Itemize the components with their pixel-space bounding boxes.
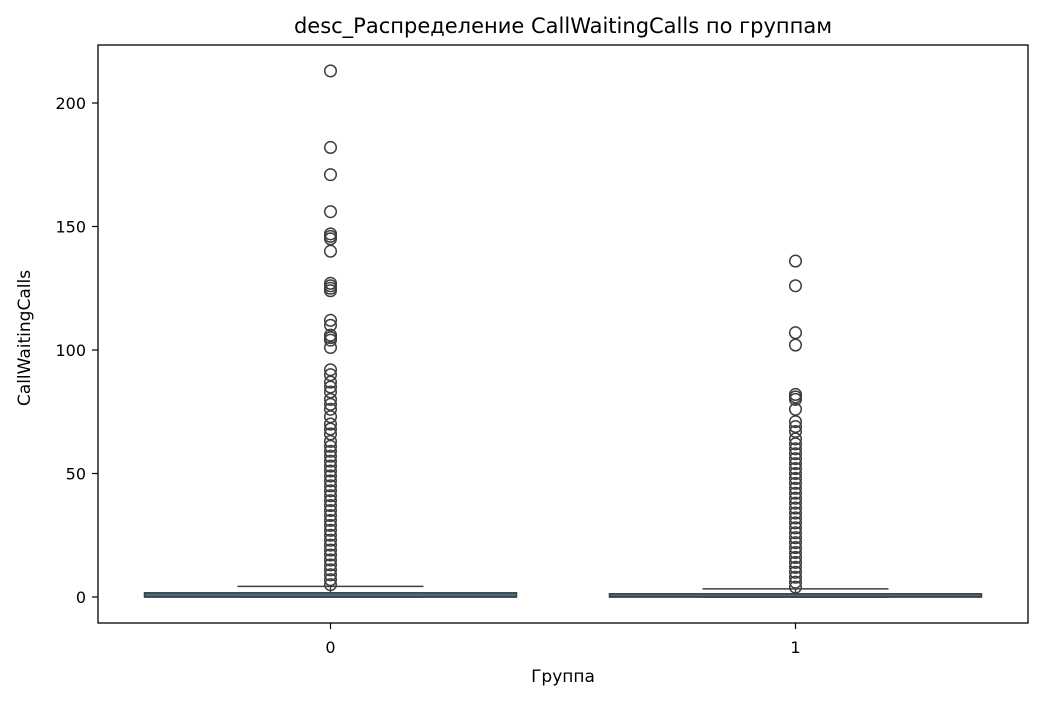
outlier-point: [788, 516, 803, 530]
outlier-point: [323, 459, 338, 473]
outlier-point: [788, 496, 803, 510]
outlier-point: [788, 462, 803, 476]
outlier-point: [323, 375, 338, 389]
outlier-point: [788, 541, 803, 555]
outlier-point: [788, 511, 803, 525]
outlier-point: [323, 64, 338, 78]
outlier-point: [788, 338, 803, 352]
outlier-point: [323, 168, 338, 182]
outlier-point: [788, 392, 803, 406]
outlier-point: [788, 536, 803, 550]
outlier-point: [323, 518, 338, 532]
outlier-point: [788, 570, 803, 584]
outlier-point: [323, 434, 338, 448]
outlier-point: [323, 205, 338, 219]
box-group-1: [608, 254, 983, 598]
outlier-point: [323, 140, 338, 155]
x-tick-label: 0: [325, 638, 335, 657]
outlier-point: [323, 548, 338, 562]
outlier-point: [323, 402, 338, 416]
outlier-point: [323, 449, 338, 463]
outlier-point: [323, 528, 338, 542]
outlier-point: [323, 417, 338, 431]
outlier-point: [323, 484, 338, 498]
outlier-point: [788, 580, 803, 594]
outlier-point: [788, 506, 803, 520]
outlier-point: [788, 545, 803, 560]
outlier-point: [323, 284, 338, 298]
x-axis-label: Группа: [531, 667, 595, 687]
outlier-point: [323, 454, 338, 468]
y-axis-label: CallWaitingCalls: [15, 270, 35, 406]
outlier-point: [323, 523, 338, 537]
outlier-point: [788, 560, 803, 574]
outlier-point: [323, 464, 338, 478]
outlier-point: [788, 442, 803, 456]
outlier-point: [323, 469, 338, 483]
outlier-point: [323, 533, 338, 547]
plot-frame: [97, 44, 1029, 624]
outlier-point: [788, 452, 803, 466]
y-tick-label: 50: [66, 465, 86, 484]
outlier-point: [788, 279, 803, 293]
outlier-point: [323, 499, 338, 513]
y-tick-label: 0: [76, 588, 86, 607]
x-tick-label: 1: [790, 638, 800, 657]
outlier-point: [323, 313, 338, 327]
y-tick-label: 200: [55, 94, 86, 113]
outlier-point: [323, 504, 338, 518]
outlier-point: [323, 538, 338, 552]
outlier-point: [788, 526, 803, 540]
outlier-point: [788, 481, 803, 495]
outlier-point: [323, 508, 338, 523]
outlier-point: [788, 254, 803, 268]
outlier-point: [788, 457, 803, 471]
outlier-point: [323, 563, 338, 577]
outlier-point: [788, 550, 803, 565]
outlier-point: [788, 531, 803, 545]
outlier-point: [788, 326, 803, 340]
outlier-point: [788, 466, 803, 481]
box-group-0: [143, 64, 518, 598]
outlier-point: [323, 568, 338, 582]
outlier-point: [788, 491, 803, 505]
outlier-point: [788, 447, 803, 461]
plot-area: [143, 64, 983, 598]
outlier-point: [323, 244, 338, 258]
outlier-point: [788, 476, 803, 490]
outlier-point: [323, 489, 338, 503]
outlier-point: [323, 494, 338, 508]
chart-title: desc_Распределение CallWaitingCalls по г…: [294, 14, 832, 39]
outlier-point: [323, 553, 338, 567]
outlier-point: [323, 392, 338, 406]
outlier-point: [788, 432, 803, 446]
y-tick-label: 150: [55, 218, 86, 237]
outlier-point: [788, 555, 803, 569]
outlier-point: [323, 340, 338, 355]
outlier-point: [788, 437, 803, 451]
outlier-point: [323, 439, 338, 453]
outlier-point: [323, 513, 338, 527]
outlier-point: [323, 479, 338, 493]
outlier-point: [323, 474, 338, 488]
outlier-point: [788, 575, 803, 589]
outlier-point: [323, 558, 338, 572]
y-tick-label: 100: [55, 341, 86, 360]
outlier-point: [323, 578, 338, 592]
outlier-point: [788, 471, 803, 485]
outlier-point: [323, 444, 338, 458]
outlier-point: [323, 573, 338, 587]
outlier-point: [788, 521, 803, 535]
outlier-point: [788, 501, 803, 515]
outlier-point: [788, 486, 803, 500]
outlier-point: [323, 333, 338, 347]
outlier-point: [323, 543, 338, 557]
outlier-point: [788, 565, 803, 579]
outlier-point: [788, 415, 803, 429]
